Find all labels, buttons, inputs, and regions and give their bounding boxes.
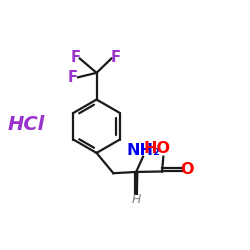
- Text: NH₂: NH₂: [126, 143, 160, 158]
- Text: O: O: [180, 162, 194, 178]
- Text: H: H: [132, 193, 141, 206]
- Text: HCl: HCl: [8, 116, 45, 134]
- Text: F: F: [71, 50, 81, 64]
- Text: HO: HO: [144, 141, 171, 156]
- Text: F: F: [68, 70, 78, 85]
- Text: F: F: [110, 50, 120, 64]
